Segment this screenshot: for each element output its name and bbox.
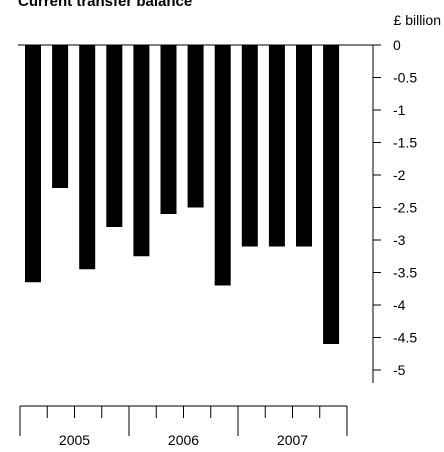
x-year-label: 2006 bbox=[168, 432, 199, 448]
y-tick-label: -0.5 bbox=[393, 70, 417, 86]
bar bbox=[323, 45, 340, 344]
bar bbox=[187, 45, 204, 208]
bar bbox=[214, 45, 231, 286]
bar bbox=[268, 45, 285, 247]
y-tick-label: -3 bbox=[393, 232, 406, 248]
bar bbox=[241, 45, 258, 247]
bar bbox=[106, 45, 123, 227]
x-year-label: 2005 bbox=[59, 432, 90, 448]
bar bbox=[52, 45, 69, 188]
chart-title: Current transfer balance bbox=[18, 0, 192, 10]
y-tick-label: -1.5 bbox=[393, 135, 417, 151]
y-tick-label: -4 bbox=[393, 297, 406, 313]
x-axis: 2005 2006 2007 bbox=[19, 405, 348, 448]
y-tick-label: -1 bbox=[393, 102, 406, 118]
y-tick-label: 0 bbox=[393, 37, 401, 53]
bar bbox=[296, 45, 312, 247]
bar bbox=[25, 45, 41, 283]
bar bbox=[79, 45, 96, 270]
y-tick-label: -4.5 bbox=[393, 330, 417, 346]
bars-group bbox=[25, 45, 340, 344]
bar bbox=[160, 45, 177, 214]
y-axis-unit-label: £ billion bbox=[394, 12, 441, 28]
y-tick-label: -3.5 bbox=[393, 265, 417, 281]
bar bbox=[133, 45, 150, 257]
y-tick-label: -5 bbox=[393, 362, 406, 378]
x-year-label: 2007 bbox=[277, 432, 308, 448]
y-tick-label: -2 bbox=[393, 167, 406, 183]
y-tick-label: -2.5 bbox=[393, 200, 417, 216]
y-axis: 0 -0.5 -1 -1.5 -2 -2.5 -3 -3.5 -4 -4.5 -5 bbox=[18, 37, 417, 383]
